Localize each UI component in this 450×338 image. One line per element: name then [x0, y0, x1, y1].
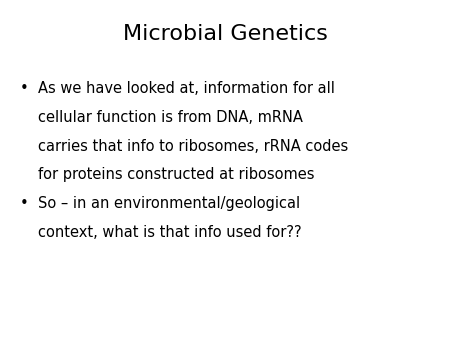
Text: As we have looked at, information for all: As we have looked at, information for al…: [38, 81, 335, 96]
Text: context, what is that info used for??: context, what is that info used for??: [38, 225, 302, 240]
Text: •: •: [20, 81, 29, 96]
Text: carries that info to ribosomes, rRNA codes: carries that info to ribosomes, rRNA cod…: [38, 139, 348, 153]
Text: •: •: [20, 196, 29, 211]
Text: So – in an environmental/geological: So – in an environmental/geological: [38, 196, 301, 211]
Text: for proteins constructed at ribosomes: for proteins constructed at ribosomes: [38, 167, 315, 182]
Text: Microbial Genetics: Microbial Genetics: [122, 24, 328, 44]
Text: cellular function is from DNA, mRNA: cellular function is from DNA, mRNA: [38, 110, 303, 125]
